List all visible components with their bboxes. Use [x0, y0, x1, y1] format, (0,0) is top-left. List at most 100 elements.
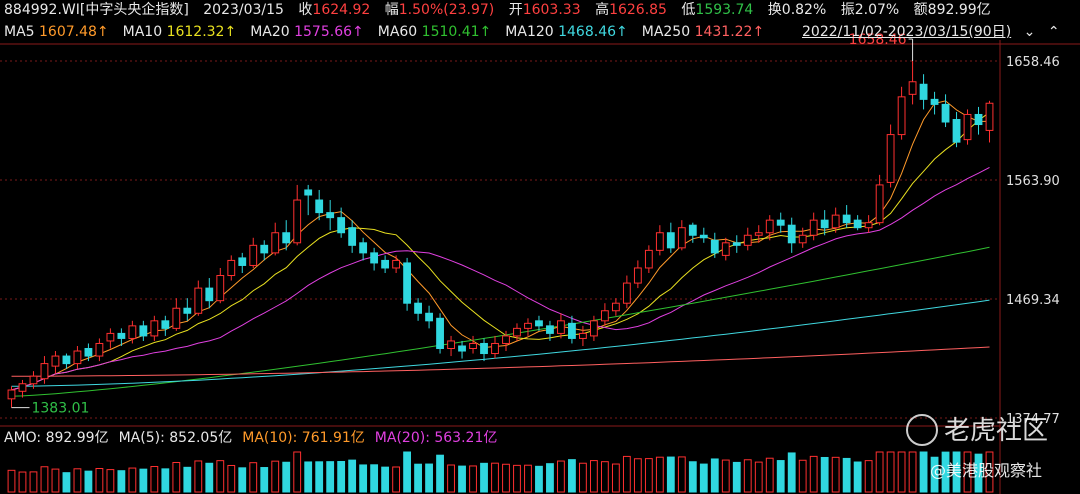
candlestick: [18, 379, 27, 398]
moving-average-lines: [11, 100, 990, 397]
candlestick: [161, 315, 170, 336]
volume-bar: [710, 458, 719, 493]
chevron-up-icon[interactable]: ⌃: [1047, 24, 1060, 40]
candlestick: [84, 343, 93, 362]
volume-bar: [18, 471, 27, 493]
candlestick: [568, 315, 576, 344]
candlestick: [29, 371, 38, 389]
candlestick: [589, 315, 598, 341]
volume-bar: [381, 466, 390, 493]
ma-legend-value: 1575.66↑: [294, 24, 364, 40]
candlestick: [150, 315, 159, 341]
volume-bar: [315, 461, 324, 493]
ma-legend: MA5 1607.48↑ MA10 1612.32↑ MA20 1575.66↑ MA…: [4, 22, 778, 42]
candlestick: [633, 260, 642, 289]
volume-bar: [150, 466, 159, 493]
candlestick: [216, 267, 225, 304]
candlestick: [787, 217, 796, 253]
volume-bar: [875, 451, 884, 493]
volume-bar: [644, 458, 653, 493]
volume-bar: [238, 467, 247, 493]
candlestick: [502, 330, 510, 352]
candlestick: [655, 225, 664, 256]
volume-bar: [469, 465, 477, 493]
candlestick: [853, 215, 862, 231]
ma-legend-value: 1431.22↑: [694, 24, 765, 40]
volume-bar: [293, 451, 302, 493]
volume-bar: [95, 468, 104, 493]
candlestick: [249, 237, 258, 268]
candlestick: [985, 100, 994, 143]
candlestick: [337, 207, 346, 238]
volume-bar: [458, 465, 466, 493]
ma-legend-value: 1510.41↑: [421, 24, 492, 40]
candlestick: [348, 220, 357, 253]
candlestick: [677, 220, 686, 251]
candlestick: [897, 86, 906, 140]
volume-bar: [831, 456, 840, 493]
volume-bar: [271, 460, 280, 493]
volume-bar: [480, 462, 488, 493]
index-code: 884992.WI[中字头央企指数]: [4, 2, 189, 18]
volume-bar: [886, 451, 895, 493]
candlestick: [776, 212, 785, 233]
volume-bar: [172, 461, 181, 493]
ma10-line: [11, 111, 990, 391]
volume-bar: [864, 460, 873, 493]
volume-bar: [842, 457, 851, 493]
y-tick-label: 1469.34: [1006, 293, 1060, 308]
ma5-line: [11, 100, 990, 391]
candlestick: [293, 184, 302, 246]
chevron-down-icon[interactable]: ⌄: [1023, 24, 1036, 40]
candlestick: [952, 111, 961, 148]
y-axis: 1658.46 1563.90 1469.34 1374.77: [1006, 55, 1060, 427]
candlestick: [304, 184, 313, 216]
volume-bar: [106, 469, 115, 493]
high-value: 1626.85: [609, 2, 667, 18]
candlestick: [271, 222, 280, 256]
ma-legend-label: MA20: [250, 24, 295, 40]
candlestick: [425, 305, 433, 329]
candlestick: [611, 298, 620, 316]
volume-bar: [721, 459, 730, 493]
volume-bar: [183, 466, 192, 493]
volume-bar: [128, 467, 137, 493]
candlestick: [875, 174, 884, 226]
candlestick: [666, 222, 675, 253]
volume-bar: [557, 460, 565, 493]
turnover-value: 0.82%: [781, 2, 827, 18]
candlestick: [831, 207, 840, 233]
candlestick: [491, 335, 499, 359]
volume-bar: [743, 459, 752, 493]
date-range-selector[interactable]: 2022/11/02-2023/03/15(90日) ⌄ ⌃: [802, 22, 1060, 42]
candlestick: [622, 275, 631, 309]
candlestick: [260, 240, 269, 261]
volume-legend: AMO: 892.99亿 MA(5): 852.05亿 MA(10): 761.91…: [4, 428, 507, 448]
volume-bar: [952, 451, 961, 493]
candlestick: [40, 356, 49, 384]
date-range-text[interactable]: 2022/11/02-2023/03/15(90日): [802, 24, 1012, 40]
candlestick: [941, 94, 950, 128]
y-tick-label: 1563.90: [1006, 174, 1060, 189]
volume-bar: [732, 461, 741, 493]
volume-bar: [491, 462, 499, 493]
candlestick: [721, 237, 730, 261]
amplitude-value: 2.07%: [854, 2, 900, 18]
candlestick: [62, 353, 71, 369]
volume-bar: [425, 463, 433, 493]
volume-bar: [941, 451, 950, 493]
volume-bar: [787, 452, 796, 493]
volume-legend-item: MA(20): 563.21亿: [374, 430, 498, 446]
volume-bar: [908, 451, 917, 493]
candlestick: [392, 255, 401, 274]
candlestick: [194, 280, 203, 316]
volume-bar: [776, 460, 785, 493]
candlestick: [436, 313, 444, 354]
candlestick: [513, 323, 521, 341]
ma-legend-label: MA5: [4, 24, 40, 40]
candlestick: [579, 325, 587, 346]
volume-bar: [117, 470, 126, 493]
candlestick: [699, 227, 708, 243]
volume-bar: [84, 470, 93, 493]
